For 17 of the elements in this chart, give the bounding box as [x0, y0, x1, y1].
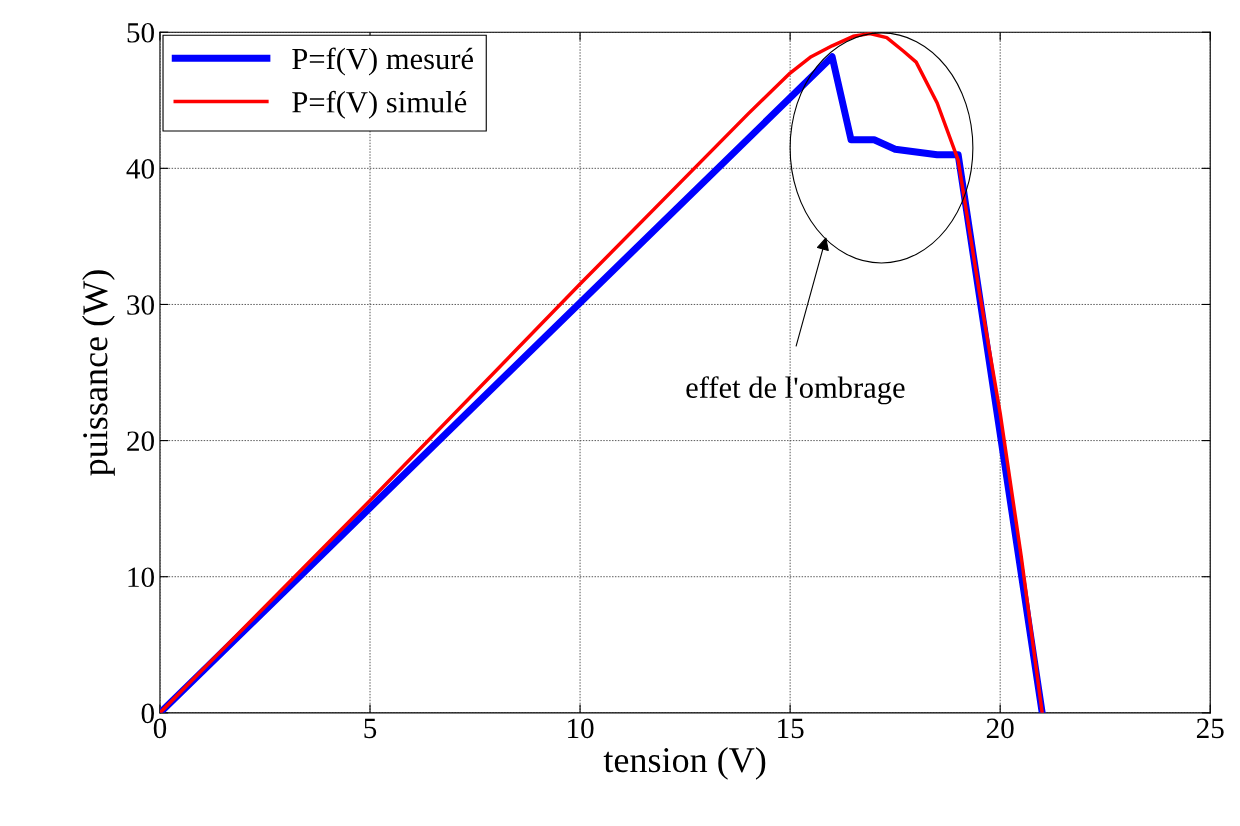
y-tick-label: 50: [127, 22, 154, 43]
y-tick-label: 40: [126, 159, 154, 179]
legend-label: P=f(V) simulé: [292, 90, 467, 119]
legend-label: P=f(V) mesuré: [292, 47, 473, 76]
y-tick-label: 20: [127, 431, 154, 451]
x-tick-label: 15: [778, 718, 804, 739]
y-axis-title: puissance (W): [82, 270, 115, 476]
x-tick-label: 5: [364, 718, 377, 739]
x-tick-label: 10: [568, 718, 594, 739]
x-tick-label: 25: [1196, 718, 1224, 739]
annotation: effet de l'ombrage: [686, 376, 905, 405]
y-tick-label: 0: [141, 703, 154, 724]
y-tick-label: 30: [127, 295, 154, 315]
y-tick-label: 10: [128, 567, 154, 588]
x-tick-label: 0: [153, 718, 167, 739]
x-axis-title: tension (V): [603, 746, 766, 780]
x-tick-label: 20: [986, 718, 1014, 739]
